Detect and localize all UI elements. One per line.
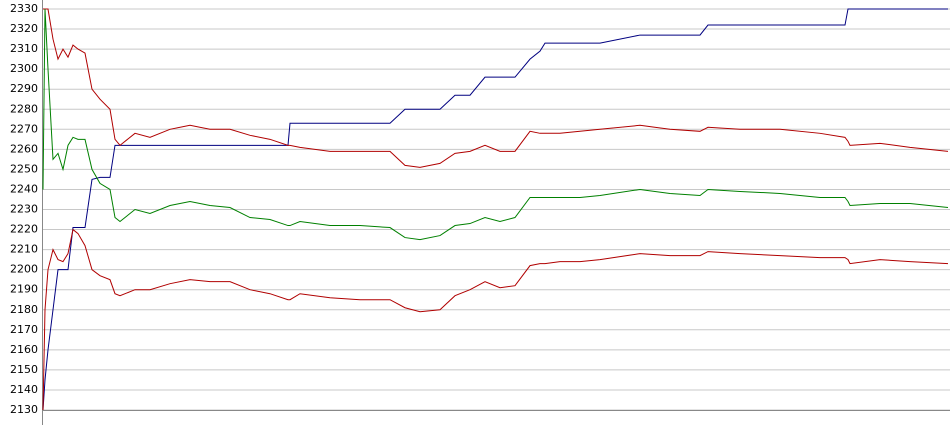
y-tick-label: 2310 bbox=[10, 42, 38, 55]
y-tick-label: 2240 bbox=[10, 182, 38, 195]
y-tick-label: 2280 bbox=[10, 102, 38, 115]
y-tick-label: 2230 bbox=[10, 203, 38, 216]
y-tick-label: 2130 bbox=[10, 403, 38, 416]
y-tick-label: 2300 bbox=[10, 62, 38, 75]
y-tick-label: 2250 bbox=[10, 162, 38, 175]
y-tick-label: 2200 bbox=[10, 263, 38, 276]
series-line bbox=[42, 228, 949, 411]
series-line bbox=[42, 8, 949, 241]
y-tick-label: 2170 bbox=[10, 323, 38, 336]
y-tick-label: 2220 bbox=[10, 223, 38, 236]
y-tick-label: 2330 bbox=[10, 2, 38, 15]
y-tick-label: 2210 bbox=[10, 243, 38, 256]
y-tick-label: 2320 bbox=[10, 22, 38, 35]
y-tick-label: 2140 bbox=[10, 383, 38, 396]
y-tick-label: 2270 bbox=[10, 122, 38, 135]
series-line bbox=[43, 8, 949, 168]
y-tick-label: 2160 bbox=[10, 343, 38, 356]
series-line bbox=[42, 8, 948, 411]
y-tick-label: 2150 bbox=[10, 363, 38, 376]
y-tick-label: 2190 bbox=[10, 283, 38, 296]
y-tick-label: 2260 bbox=[10, 142, 38, 155]
y-tick-label: 2180 bbox=[10, 303, 38, 316]
y-tick-label: 2290 bbox=[10, 82, 38, 95]
